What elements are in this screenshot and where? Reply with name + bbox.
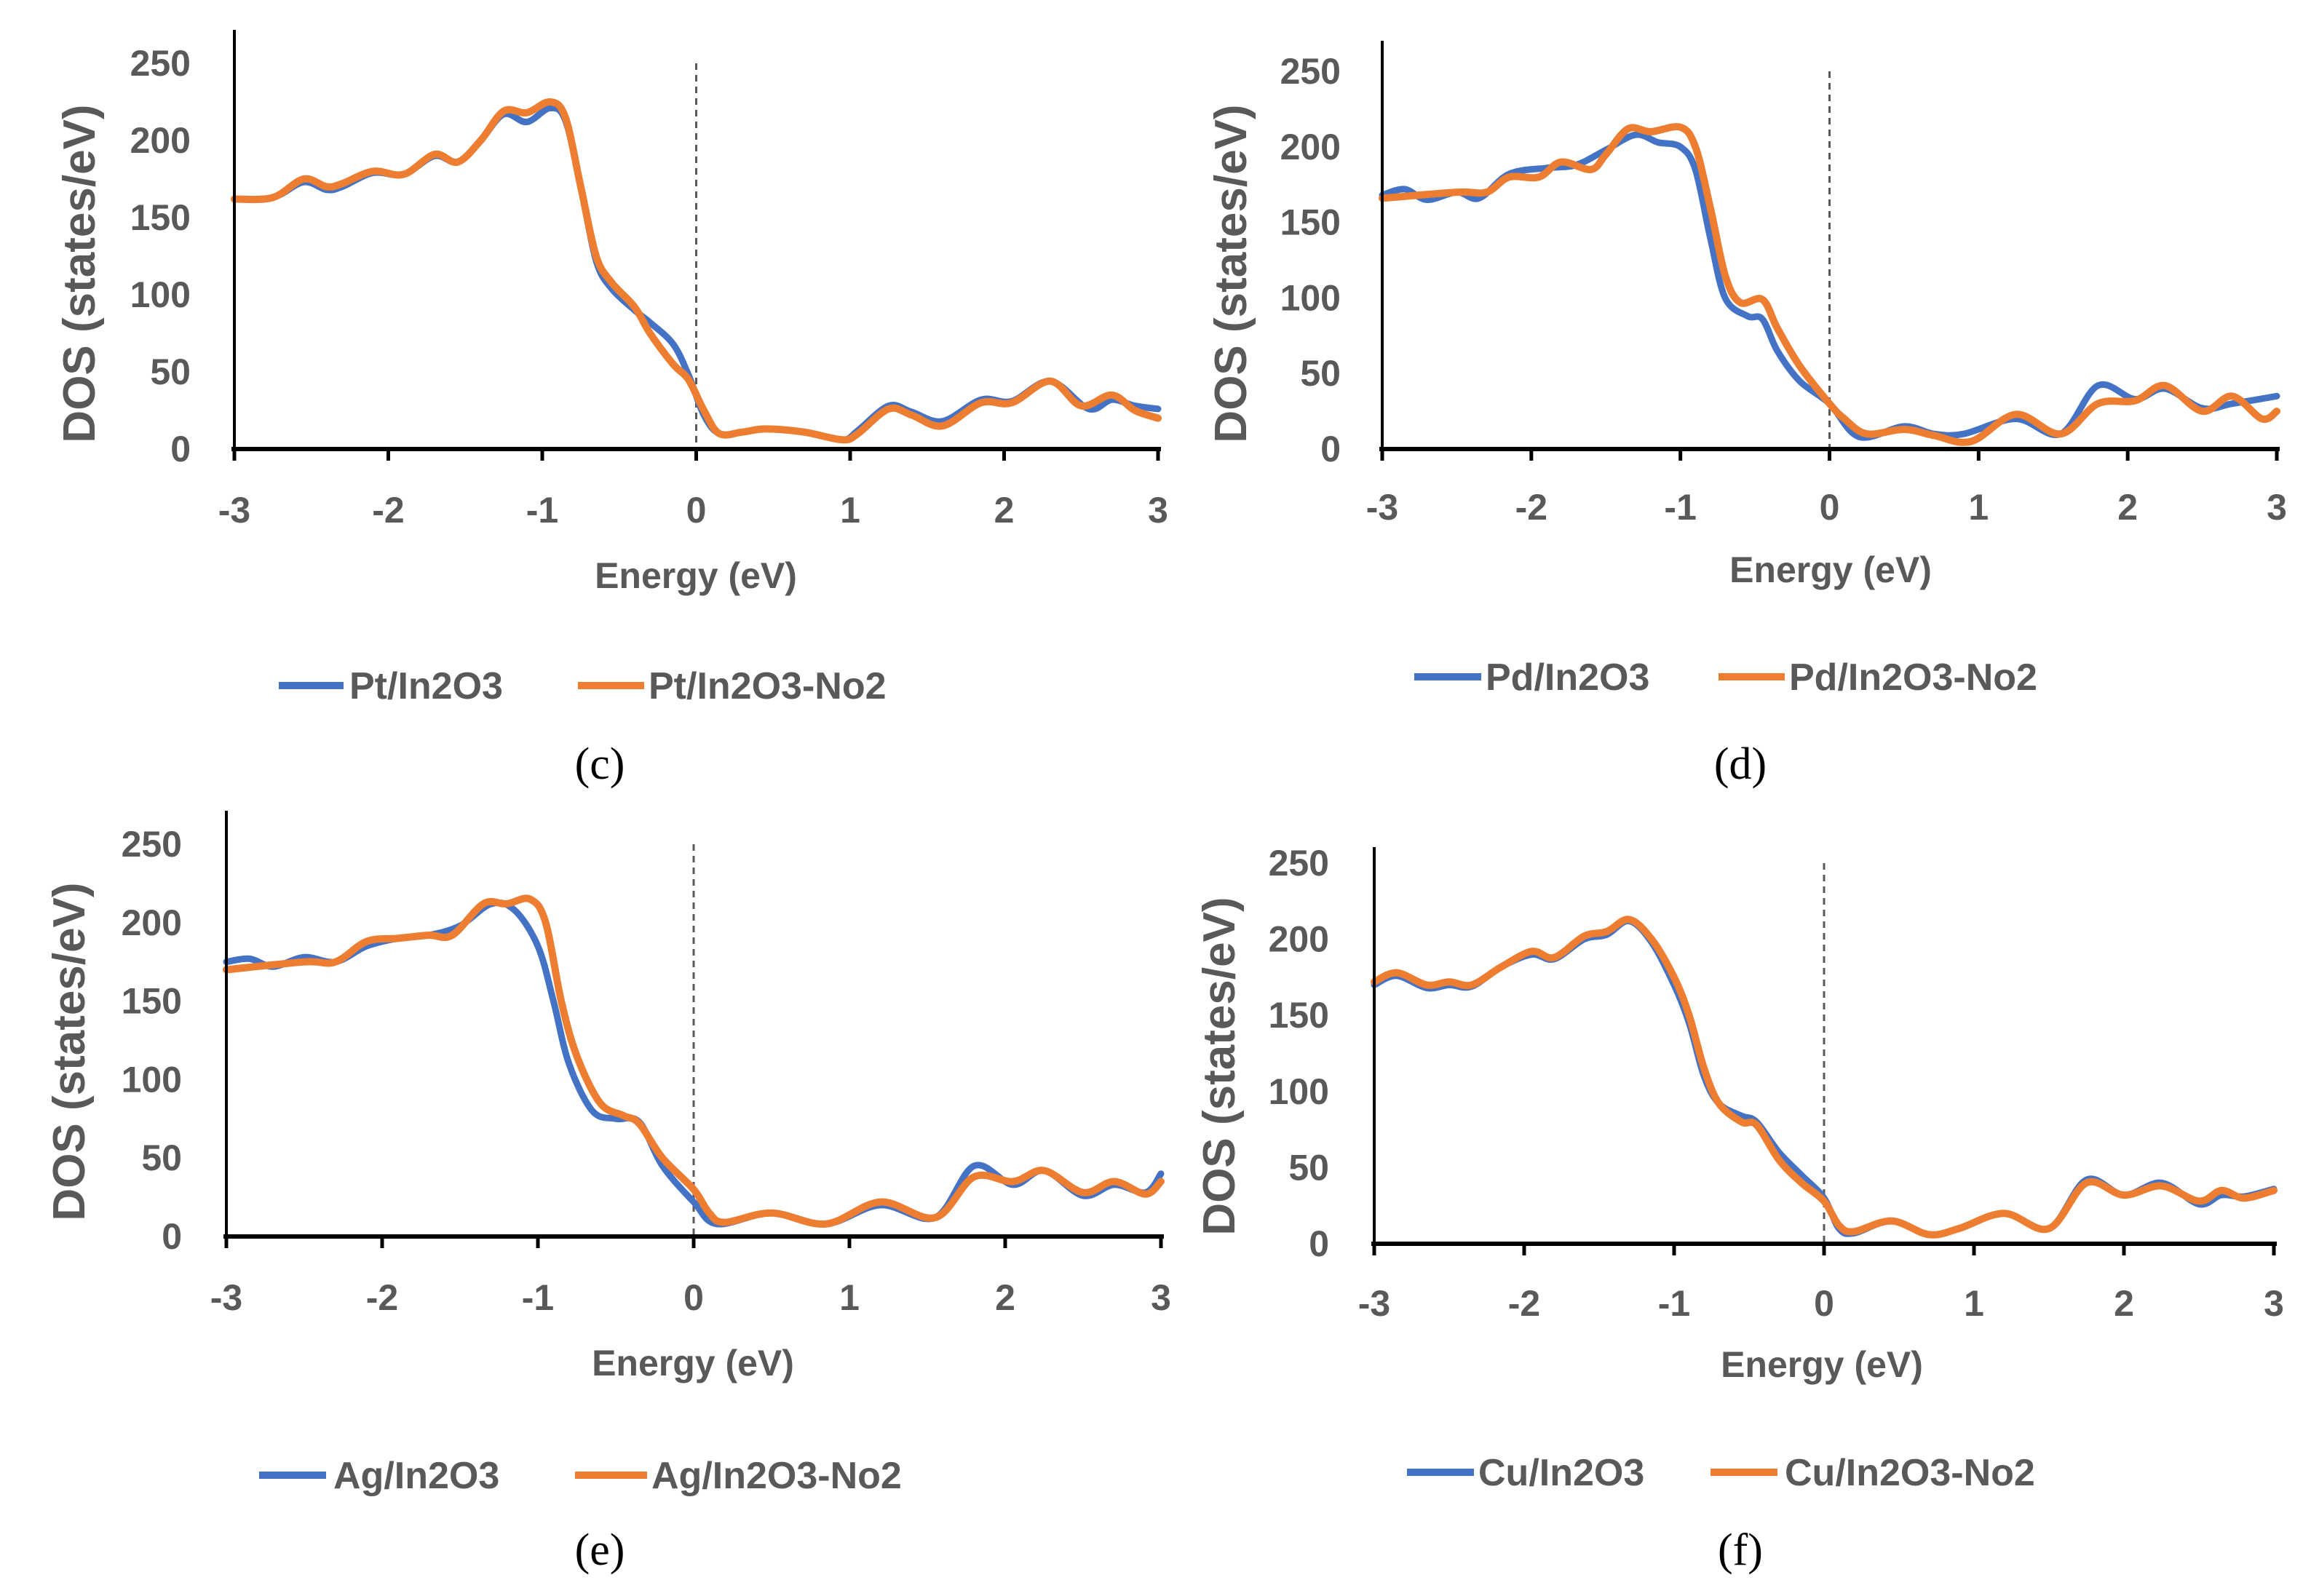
x-tick-label: 2 [994,490,1015,531]
chart-panel-c: -3 -2 -1 0 1 2 3 0 50 100 150 200 250 Energy (eV) DOS … [55,30,1168,789]
y-tick-label: 50 [141,1138,182,1178]
panel-caption: (e) [575,1525,625,1575]
legend-label: Cu/In2O3 [1478,1452,1644,1494]
legend-label: Pd/In2O3 [1486,656,1649,699]
series-line-no2 [223,894,1165,1228]
panel-caption: (d) [1714,739,1767,789]
legend: Ag/In2O3 Ag/In2O3-No2 [259,1455,902,1497]
legend: Pd/In2O3 Pd/In2O3-No2 [1414,656,2037,699]
x-tick-label: 1 [1964,1283,1984,1324]
series-line-no2 [1371,916,2278,1239]
y-tick-label: 250 [1269,843,1329,884]
x-tick-label: -2 [366,1277,398,1318]
y-tick-label: 100 [130,274,191,315]
y-tick-label: 200 [122,902,182,943]
x-tick-label: 3 [1148,490,1168,531]
y-tick-label: 150 [1269,995,1329,1036]
y-tick-label: 250 [1280,51,1341,92]
x-tick-label: -1 [1658,1283,1690,1324]
y-tick-label: 0 [1320,429,1341,469]
x-tick-label: -1 [1664,487,1696,528]
x-tick-label: 0 [683,1277,704,1318]
x-tick-label: -3 [1358,1283,1390,1324]
x-tick-label: 2 [2117,487,2138,528]
y-tick-label: 200 [1280,127,1341,167]
x-tick-label: 3 [1151,1277,1171,1318]
y-tick-label: 100 [1269,1071,1329,1112]
x-tick-label: 0 [1814,1283,1834,1324]
panel-caption: (c) [575,739,625,789]
x-axis-title: Energy (eV) [592,1343,794,1383]
x-tick-label: -2 [1508,1283,1540,1324]
y-tick-label: 150 [1280,202,1341,243]
series-line-clean [1379,131,2280,441]
x-tick-label: 3 [2267,487,2287,528]
legend: Cu/In2O3 Cu/In2O3-No2 [1407,1452,2035,1494]
x-tick-label: 1 [1968,487,1989,528]
x-tick-label: 3 [2264,1283,2284,1324]
y-tick-label: 150 [122,981,182,1022]
legend-label: Ag/In2O3 [333,1455,499,1497]
x-tick-label: -2 [1515,487,1547,528]
x-tick-label: 1 [840,490,860,531]
y-tick-label: 250 [130,43,191,84]
legend-label: Pt/In2O3 [349,665,503,707]
legend-label: Cu/In2O3-No2 [1785,1452,2035,1494]
legend-label: Pd/In2O3-No2 [1789,656,2037,699]
y-tick-label: 0 [162,1216,182,1257]
y-tick-label: 100 [1280,277,1341,318]
y-tick-label: 100 [122,1059,182,1100]
x-tick-label: 2 [995,1277,1015,1318]
legend: Pt/In2O3 Pt/In2O3-No2 [279,665,887,707]
y-tick-label: 0 [1309,1223,1329,1264]
panel-caption: (f) [1718,1525,1763,1575]
y-tick-label: 250 [122,824,182,865]
y-axis-title: DOS (states/eV) [55,104,105,442]
y-tick-label: 50 [1288,1147,1329,1188]
x-axis-title: Energy (eV) [1721,1344,1923,1385]
x-tick-label: -3 [210,1277,242,1318]
x-tick-label: -1 [522,1277,554,1318]
series-line-no2 [231,98,1162,444]
x-tick-label: -1 [526,490,558,531]
y-tick-label: 50 [150,352,191,392]
x-tick-label: 1 [839,1277,860,1318]
chart-panel-f: -3 -2 -1 0 1 2 3 0 50 100 150 200 250 Energy (eV) DOS … [1194,843,2284,1575]
x-axis-title: Energy (eV) [1729,549,1932,590]
y-tick-label: 150 [130,197,191,238]
y-tick-label: 50 [1300,353,1341,394]
y-tick-label: 200 [130,120,191,161]
x-tick-label: 0 [1820,487,1840,528]
x-axis-title: Energy (eV) [595,555,797,596]
y-axis-title: DOS (states/eV) [1194,897,1245,1235]
x-tick-label: 0 [686,490,707,531]
x-tick-label: -3 [218,490,250,531]
legend-label: Pt/In2O3-No2 [649,665,887,707]
legend-label: Ag/In2O3-No2 [651,1455,902,1497]
series-line-no2 [1379,123,2280,446]
y-tick-label: 200 [1269,919,1329,960]
x-tick-label: -2 [372,490,404,531]
chart-panel-d: -3 -2 -1 0 1 2 3 0 50 100 150 200 250 Energy (eV) DOS … [1206,41,2287,789]
y-axis-title: DOS (states/eV) [1206,104,1256,442]
y-axis-title: DOS (states/eV) [44,882,95,1220]
y-tick-label: 0 [170,429,191,469]
x-tick-label: 2 [2114,1283,2134,1324]
chart-panel-e: -3 -2 -1 0 1 2 3 0 50 100 150 200 250 Energy (eV) DOS … [44,811,1171,1575]
x-tick-label: -3 [1366,487,1398,528]
